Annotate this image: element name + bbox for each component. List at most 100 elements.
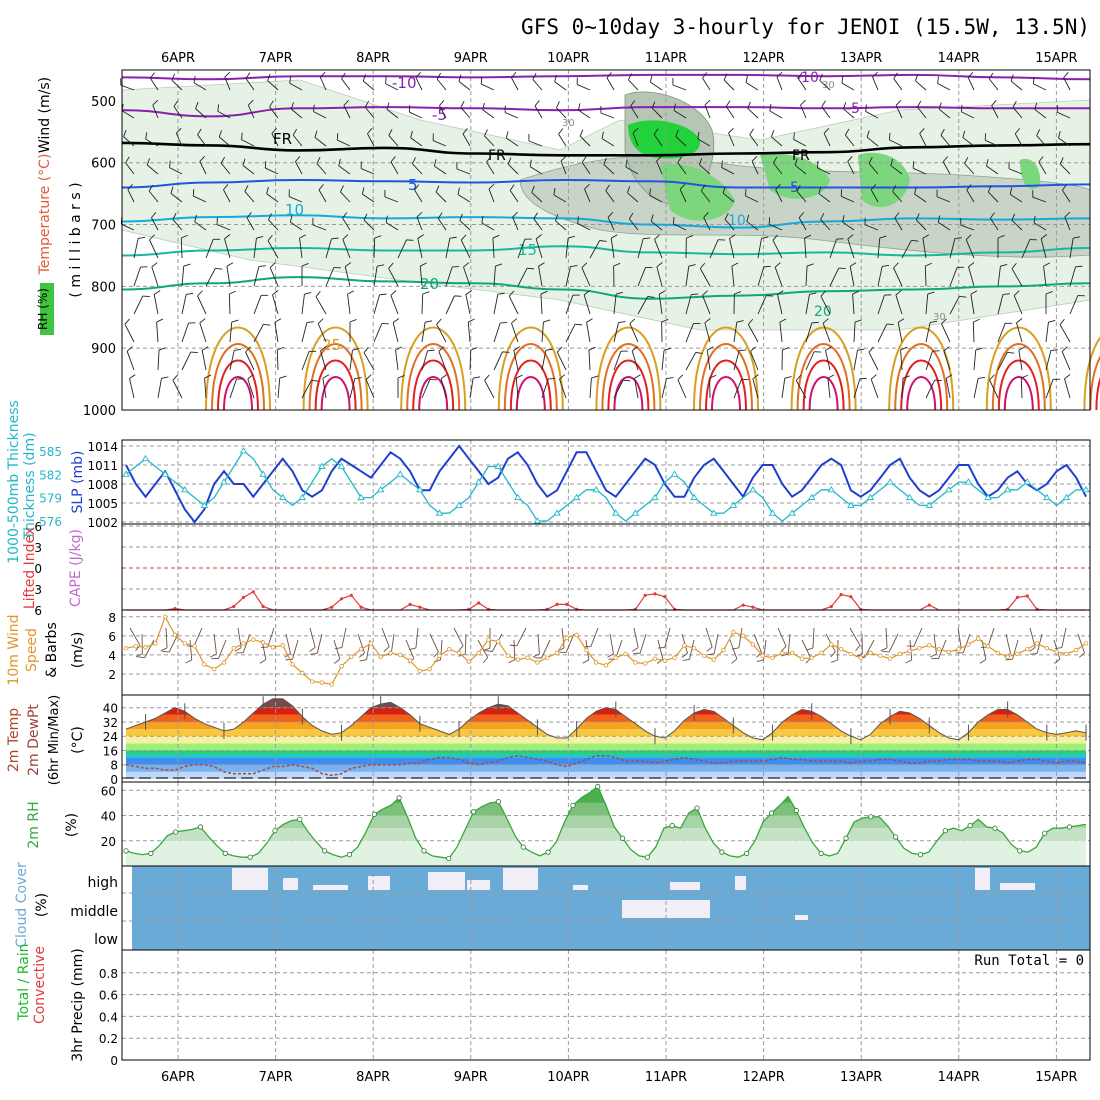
wind-barb <box>942 161 951 175</box>
thickness-marker <box>435 509 444 516</box>
wind-speed-marker <box>701 653 707 659</box>
rh-marker <box>1042 830 1048 836</box>
wind-barb <box>966 189 975 203</box>
wind-speed-marker <box>486 637 491 642</box>
wind-barb <box>897 322 903 343</box>
wind-barb-flag <box>588 346 596 351</box>
wind-barb <box>981 639 987 660</box>
wind-barb <box>751 161 759 175</box>
lifted-index-marker <box>849 595 853 599</box>
wind-barb-flag <box>559 374 566 380</box>
wind-barb <box>777 294 783 315</box>
thickness-tick-label: 579 <box>39 492 62 506</box>
wind-barb-flag <box>532 653 540 658</box>
lifted-index-marker <box>251 590 255 594</box>
thickness-marker <box>886 478 894 485</box>
wind-barb <box>218 136 231 147</box>
wind-barb <box>579 135 591 147</box>
wind-tick-label: 4 <box>108 649 116 663</box>
wind-barb-flag <box>804 234 812 239</box>
wind-speed-marker <box>750 642 756 647</box>
wind-speed-marker <box>554 650 560 656</box>
wind-barb-flag <box>663 347 671 351</box>
wind-barb <box>997 352 1008 371</box>
lifted-index-marker <box>565 602 569 607</box>
wind-barb <box>362 193 375 203</box>
wind-barb-flag <box>990 212 995 219</box>
isotherm-warm-arch <box>1083 336 1100 411</box>
wind-speed-marker <box>897 651 903 657</box>
rh-marker <box>545 849 551 855</box>
wind-barb-flag <box>930 653 937 658</box>
wind-barb <box>271 133 279 147</box>
isotherm-label: FR <box>488 148 506 164</box>
wind-barb-flag <box>782 347 790 351</box>
isotherm-warm-arch <box>693 326 759 411</box>
wind-barb <box>481 222 495 231</box>
wind-barb-flag <box>681 652 688 658</box>
wind-barb-flag <box>241 132 243 140</box>
wind-speed-marker <box>211 666 217 672</box>
wind-speed-marker <box>672 655 677 660</box>
isotherm-label: 20 <box>420 275 439 293</box>
wind-barb-flag <box>649 188 651 196</box>
wind-barb-flag <box>234 348 242 351</box>
isotherm-warm-arch <box>509 359 552 411</box>
isotherm-warm-arch <box>497 326 564 411</box>
wind-barb-flag <box>781 653 789 657</box>
wind-barb <box>226 266 231 287</box>
wind-barb-flag <box>820 213 825 220</box>
wind-barb-flag <box>465 290 472 295</box>
wind-barb-flag <box>1075 265 1083 268</box>
wind-speed-marker <box>378 654 383 659</box>
wind-barb-flag <box>534 100 540 107</box>
wind-barb-flag <box>234 647 242 652</box>
wind-barb <box>733 379 742 399</box>
wind-barb <box>247 105 255 119</box>
thickness-marker <box>1062 493 1071 501</box>
wind-speed-marker <box>1005 654 1010 659</box>
wind-barb <box>1040 238 1047 259</box>
pressure-tick-label: 700 <box>91 219 116 234</box>
wind-speed-marker <box>280 643 285 648</box>
wind-barb-flag <box>197 128 202 136</box>
wind-barb-flag <box>459 213 463 221</box>
wind-barb <box>914 193 927 203</box>
wind-barb-flag <box>868 346 874 353</box>
cloud-gap <box>735 876 746 890</box>
wind-speed-marker <box>1034 641 1040 646</box>
wind-barb-flag <box>888 132 891 140</box>
wind-barb <box>685 266 690 287</box>
wind-barb-flag <box>855 645 861 652</box>
wind-barb-flag <box>531 185 535 193</box>
isotherm-warm-arch <box>314 359 357 411</box>
wind-barb <box>1059 324 1071 343</box>
wind-barb <box>1020 377 1023 399</box>
wind-barb-flag <box>966 184 972 191</box>
wind-barb-flag <box>849 262 857 267</box>
chart-title: GFS 0~10day 3-hourly for JENOI (15.5W, 1… <box>521 15 1090 39</box>
lifted-index-tick-label: 6 <box>34 520 42 534</box>
rh-marker <box>123 848 129 854</box>
cloud-gap <box>975 868 990 890</box>
wind-speed-marker <box>427 666 432 672</box>
wind-barb-flag <box>492 234 500 239</box>
wind-barb <box>316 163 327 175</box>
isotherm-warm-arch <box>308 343 363 411</box>
rh-contour-label: 30 <box>562 118 575 129</box>
wind-barb <box>889 139 903 147</box>
wind-speed-marker <box>770 655 775 660</box>
wind-barb <box>673 223 687 231</box>
wind-speed-marker <box>339 664 344 669</box>
lifted-index-marker <box>927 603 931 607</box>
cloud-unit-label: (%) <box>34 893 50 917</box>
wind-barb-flag <box>940 128 945 136</box>
wind-barb-flag <box>827 374 835 379</box>
pressure-tick-label: 600 <box>91 157 116 172</box>
wind-barb-flag <box>160 647 168 652</box>
wind-barb-flag <box>135 653 143 658</box>
wind-barb-flag <box>797 72 803 79</box>
wind-barb <box>511 322 519 343</box>
wind-barb <box>777 627 787 647</box>
